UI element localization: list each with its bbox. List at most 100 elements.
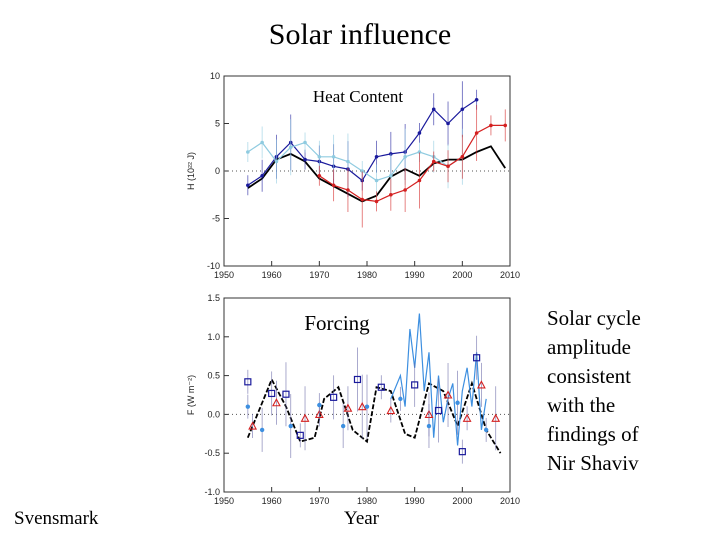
x-tick-label: 2000 [452,270,472,280]
triangle-marker [314,409,324,418]
dot-marker [364,404,370,409]
triangle-marker [443,390,453,399]
x-tick-label: 1960 [262,270,282,280]
y-axis-label: H (10²² J) [186,152,196,190]
side-text-line: amplitude [547,335,631,359]
data-point [317,173,322,178]
side-text-line: consistent [547,364,631,388]
y-tick-label: 5 [215,119,220,129]
dot-marker [340,423,346,429]
x-tick-label: 1960 [262,496,282,506]
x-tick-label: 1970 [309,496,329,506]
square-marker [473,354,481,362]
data-point [288,145,293,150]
y-tick-label: -1.0 [204,487,220,497]
data-point [246,183,250,188]
dot-marker [288,423,293,429]
data-point [374,199,379,204]
chart-panel-forcing: 1950 1960 1970 1980 1990 2000 2010 -1.0 -0.5 0.0 0… [186,293,520,506]
side-text-line: with the [547,393,616,417]
data-point [346,159,350,164]
series-line-2 [247,141,463,182]
data-point [360,169,365,173]
square-marker [353,375,362,384]
square-marker [244,378,252,386]
side-text-line: Solar cycle [547,306,641,330]
data-point [403,154,407,159]
side-text-line: findings of [547,422,639,446]
data-point [446,164,450,169]
data-point [360,197,365,202]
data-point [374,178,379,183]
data-point [403,188,407,192]
chart-panel-heat: 1950 1960 1970 1980 1990 2000 2010 -10 -5 0 5 10 H (… [186,71,520,280]
data-point [417,131,422,135]
square-marker [411,381,419,389]
square-marker [434,406,443,415]
x-tick-label: 1980 [357,270,377,280]
data-point [503,123,508,128]
y-tick-label: -10 [207,261,220,271]
dot-marker [398,396,403,402]
data-point [303,157,307,162]
x-tick-label: 1950 [214,496,234,506]
panel-title-forcing: Forcing [304,311,370,335]
dot-marker [317,402,322,408]
data-point [260,140,264,145]
triangle-marker [462,413,472,422]
data-point [489,123,493,128]
triangle-marker [357,401,367,411]
data-point [389,173,393,178]
series-line-1 [390,313,487,446]
x-tick-label: 1990 [405,496,425,506]
y-axis-label: F (W m⁻²) [186,375,196,415]
data-point [474,131,479,135]
triangle-marker [386,405,396,415]
data-point [331,183,336,188]
dot-marker [455,400,460,405]
square-marker [282,390,290,398]
triangle-marker [343,403,353,412]
y-tick-label: 10 [210,71,220,81]
x-tick-label: 1980 [357,496,377,506]
data-point [346,188,350,192]
side-text-line: Nir Shaviv [547,451,639,475]
triangle-marker [248,421,258,430]
x-tick-label: 1990 [405,270,425,280]
dot-marker [426,423,432,429]
data-point [460,107,465,112]
data-point [460,154,465,159]
data-point [446,121,450,126]
square-marker [268,389,276,398]
square-marker [377,383,385,391]
data-point [260,173,264,178]
data-point [274,159,279,164]
slide-title: Solar influence [268,18,452,51]
square-marker [330,393,338,401]
triangle-marker [272,398,281,407]
dot-marker [245,404,251,409]
y-tick-label: 0.0 [207,409,220,419]
y-tick-label: 0.5 [207,371,220,381]
data-point [389,192,393,197]
x-tick-label: 2000 [452,496,472,506]
author-label: Svensmark [14,508,99,529]
data-point [246,150,250,154]
data-point [331,154,336,159]
x-tick-label: 1950 [214,270,234,280]
y-tick-label: -0.5 [204,448,220,458]
data-point [303,140,307,145]
triangle-marker [300,413,310,422]
series-line-3 [318,124,506,203]
x-axis-label: Year [344,508,380,529]
data-point [431,159,436,164]
square-marker [296,431,304,439]
data-point [474,97,479,102]
side-text: Solar cycle amplitude consistent with th… [547,304,717,478]
x-tick-label: 1970 [309,270,329,280]
data-point [317,154,322,159]
square-marker [458,448,466,456]
y-tick-label: -5 [212,214,220,224]
dot-marker [483,427,489,433]
